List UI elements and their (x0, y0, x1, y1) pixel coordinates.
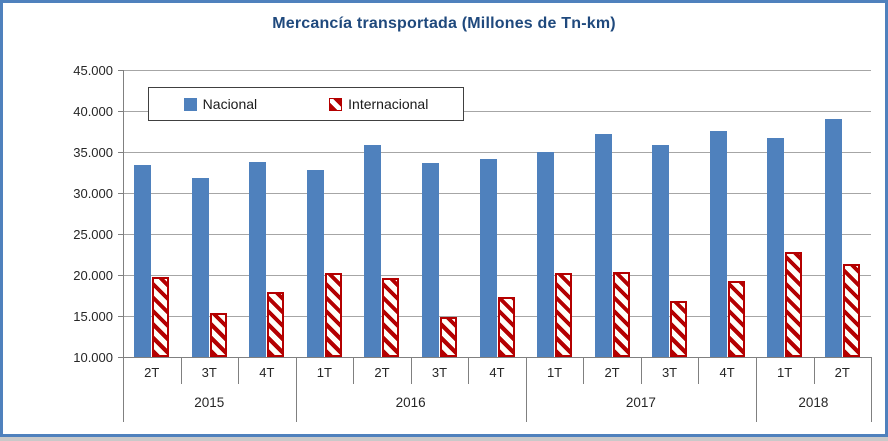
gridline (123, 316, 871, 317)
y-axis-tick-mark (118, 70, 123, 71)
bar-nacional-2016-2T (364, 145, 382, 357)
x-axis-year-label: 2018 (798, 395, 829, 410)
gridline (123, 275, 871, 276)
y-axis-tick-label: 40.000 (73, 104, 113, 119)
nacional-swatch-icon (183, 97, 197, 111)
x-axis-quarter-label: 3T (661, 365, 678, 380)
year-separator-line (525, 358, 527, 422)
bar-internacional-2015-3T (209, 312, 227, 357)
bar-internacional-2016-3T (440, 316, 457, 357)
gridline (123, 234, 871, 235)
legend-item-nacional: Nacional (183, 96, 258, 112)
x-axis-quarter-label: 4T (259, 365, 275, 380)
x-axis-quarter-label: 3T (431, 365, 448, 380)
y-axis-tick-mark (118, 357, 123, 358)
bar-internacional-2016-4T (497, 297, 515, 357)
y-axis-tick-mark (118, 316, 123, 317)
quarter-separator-line (813, 358, 815, 384)
quarter-separator-line (410, 358, 412, 384)
y-axis-tick-mark (118, 193, 123, 194)
quarter-separator-line (353, 358, 355, 384)
bar-nacional-2016-4T (479, 159, 497, 357)
bar-internacional-2017-1T (555, 273, 572, 357)
bar-nacional-2017-1T (537, 152, 554, 357)
y-axis-tick-label: 10.000 (73, 350, 113, 365)
bar-nacional-2018-1T (767, 138, 785, 357)
bar-internacional-2017-2T (612, 271, 630, 357)
bar-internacional-2015-2T (152, 276, 170, 357)
x-axis-line (123, 357, 872, 358)
bar-internacional-2016-1T (324, 272, 342, 357)
chart-title: Mercancía transportada (Millones de Tn-k… (272, 15, 616, 32)
legend-label-nacional: Nacional (202, 96, 258, 112)
x-axis-quarter-label: 3T (201, 365, 217, 380)
year-separator-line (755, 358, 757, 422)
legend-label-internacional: Internacional (348, 96, 429, 112)
x-axis-quarter-label: 2T (834, 365, 850, 380)
bar-nacional-2017-3T (652, 144, 670, 357)
bar-nacional-2015-4T (249, 161, 267, 357)
y-axis-tick-mark (118, 275, 123, 276)
year-separator-line (123, 358, 124, 422)
bar-nacional-2017-2T (594, 134, 612, 357)
y-axis-tick-label: 15.000 (73, 309, 113, 324)
gridline (123, 111, 871, 112)
x-axis-quarter-label: 1T (777, 365, 793, 380)
x-axis-quarter-label: 2T (604, 365, 620, 380)
bar-nacional-2016-1T (306, 170, 324, 357)
internacional-swatch-icon (329, 97, 343, 111)
quarter-separator-line (180, 358, 182, 384)
year-separator-line (871, 358, 872, 422)
y-axis-tick-label: 45.000 (73, 63, 113, 78)
bar-nacional-2018-2T (824, 119, 842, 357)
gridline (123, 70, 871, 71)
bar-internacional-2016-2T (382, 278, 400, 357)
bar-internacional-2018-2T (842, 264, 860, 357)
x-axis-quarter-label: 1T (546, 365, 563, 380)
x-axis-year-label: 2015 (194, 395, 225, 410)
bar-nacional-2016-3T (422, 162, 439, 357)
y-axis-tick-mark (118, 234, 123, 235)
y-axis-tick-label: 25.000 (73, 227, 113, 242)
bar-nacional-2017-4T (709, 130, 727, 357)
gridline (123, 193, 871, 194)
y-axis-line (123, 70, 124, 357)
bar-internacional-2018-1T (785, 252, 803, 357)
quarter-separator-line (640, 358, 642, 384)
bar-internacional-2015-4T (267, 292, 285, 357)
quarter-separator-line (583, 358, 585, 384)
legend-item-internacional: Internacional (329, 96, 428, 112)
year-separator-line (295, 358, 297, 422)
y-axis-tick-mark (118, 152, 123, 153)
y-axis-tick-label: 30.000 (73, 186, 113, 201)
x-axis-quarter-label: 4T (489, 365, 505, 380)
y-axis-tick-label: 35.000 (73, 145, 113, 160)
legend: Nacional Internacional (148, 87, 464, 121)
x-axis-year-label: 2017 (625, 395, 656, 410)
x-axis-quarter-label: 1T (316, 365, 332, 380)
x-axis-quarter-label: 4T (719, 365, 735, 380)
bar-internacional-2017-3T (670, 301, 688, 357)
bar-nacional-2015-3T (191, 178, 209, 357)
y-axis-tick-mark (118, 111, 123, 112)
x-axis-year-label: 2016 (395, 395, 426, 410)
x-axis-quarter-label: 2T (374, 365, 390, 380)
bar-nacional-2015-2T (134, 165, 152, 357)
quarter-separator-line (698, 358, 700, 384)
y-axis-tick-label: 20.000 (73, 268, 113, 283)
quarter-separator-line (468, 358, 470, 384)
x-axis-quarter-label: 2T (144, 365, 160, 380)
gridline (123, 152, 871, 153)
bar-internacional-2017-4T (727, 280, 745, 357)
quarter-separator-line (238, 358, 240, 384)
